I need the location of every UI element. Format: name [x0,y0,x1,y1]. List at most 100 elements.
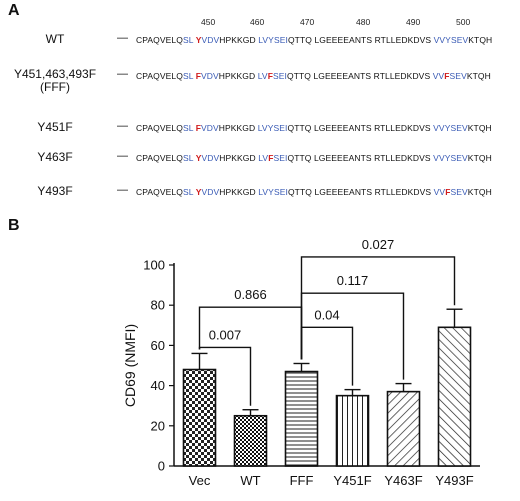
sequence-residues: CPAQVELQ [136,71,183,81]
construct-name: WT [45,32,65,46]
mutated-residue: F [445,187,451,197]
sequence-residues: HPKKGD [218,123,258,133]
panel-a-label: A [8,2,20,19]
ruler-tick-label: 500 [456,17,471,27]
construct-name: Y493F [37,184,73,198]
motif-residues: VV [432,71,445,81]
mutated-residue: F [268,153,274,163]
cd69-bar-chart: 0 20 40 60 80 100 CD69 (NMFI) Vec WT FFF Y451F Y463… [122,237,480,488]
y-tick-label: 60 [151,338,165,353]
mutated-residue: F [195,123,201,133]
sequence-line: CPAQVELQSL FVDVHPKKGD LVYSEIQTTQ LGEEEEA… [136,123,492,133]
x-tick-label: WT [240,473,260,488]
bar-fff [284,370,319,467]
sequence-leader-dash: — [117,32,129,44]
sequence-line: CPAQVELQSL FVDVHPKKGD LVFSEIQTTQ LGEEEEA… [136,71,491,81]
sequence-leader-dash: — [117,120,129,132]
sequence-line: CPAQVELQSL YVDVHPKKGD LVYSEIQTTQ LGEEEEA… [136,187,492,197]
motif-residues: SL [182,71,196,81]
motif-residues: VVYSEV [433,153,468,163]
sequence-residues: HPKKGD [219,35,259,45]
x-tick-label: Y493F [435,473,473,488]
mutated-residue: F [267,71,273,81]
mutated-residue: Y [195,187,202,197]
sequence-residues: KTQH [467,123,492,133]
sequence-residues: QTTQ LGEEEEANTS RTLLEDKDVS [287,187,434,197]
construct-label: Y463F [0,151,110,164]
y-tick-label: 20 [151,418,165,433]
x-tick-label: FFF [290,473,314,488]
motif-residues: VVYSEV [433,35,469,45]
sequence-residues: QTTQ LGEEEEANTS RTLLEDKDVS [287,123,434,133]
ruler-tick-label: 470 [300,17,315,27]
x-tick-label: Y451F [333,473,371,488]
p-value-label: 0.117 [337,273,369,288]
mutated-residue: Y [195,153,202,163]
sequence-residues: KTQH [466,71,491,81]
construct-alias: (FFF) [40,80,70,94]
bar-wt [233,414,268,467]
sequence-residues: KTQH [467,153,492,163]
construct-name: Y451,463,493F [13,67,97,81]
sequence-residues: CPAQVELQ [136,35,183,45]
construct-label: Y451,463,493F (FFF) [0,68,110,94]
motif-residues: SL [182,123,196,133]
motif-residues: VDV [201,35,220,45]
y-tick-label: 40 [151,378,165,393]
sequence-line: CPAQVELQSL YVDVHPKKGD LVYSEIQTTQ LGEEEEA… [136,35,492,45]
motif-residues: LV [258,153,269,163]
motif-residues: SEV [450,187,468,197]
p-value-label: 0.007 [209,327,242,342]
significance-bracket [300,256,456,360]
motif-residues: VDV [201,187,220,197]
sequence-residues: CPAQVELQ [136,187,183,197]
motif-residues: SL [182,153,196,163]
construct-label: Y493F [0,185,110,198]
motif-residues: SL [182,187,196,197]
motif-residues: SEV [449,71,467,81]
motif-residues: VDV [200,123,219,133]
motif-residues: LVYSEI [257,123,288,133]
y-tick-label: 80 [151,298,165,313]
motif-residues: SEI [273,153,288,163]
y-tick-label: 100 [143,258,165,273]
y-tick-label: 0 [158,459,165,474]
sequence-residues: HPKKGD [219,153,259,163]
sequence-residues: HPKKGD [218,71,258,81]
motif-residues: LV [257,71,268,81]
bar-y493f [437,326,472,467]
p-value-label: 0.866 [234,287,267,302]
sequence-residues: QTTQ LGEEEEANTS RTLLEDKDVS [287,35,434,45]
p-value-label: 0.04 [314,307,339,322]
p-value-label: 0.027 [362,237,395,252]
x-tick-label: Y463F [384,473,422,488]
sequence-residues: CPAQVELQ [136,153,183,163]
sequence-residues: KTQH [467,187,492,197]
motif-residues: VVYSEV [433,123,468,133]
mutated-residue: Y [195,35,202,45]
panel-b-label: B [8,217,20,234]
sequence-residues: QTTQ LGEEEEANTS RTLLEDKDVS [287,71,433,81]
sequence-residues: HPKKGD [219,187,259,197]
ruler-tick-label: 460 [250,17,265,27]
bar-vec [182,368,217,467]
motif-residues: LVYSEI [258,35,288,45]
motif-residues: SL [182,35,196,45]
motif-residues: LVYSEI [258,187,288,197]
construct-label: Y451F [0,121,110,134]
mutated-residue: F [444,71,450,81]
motif-residues: VV [433,187,446,197]
mutated-residue: F [195,71,201,81]
sequence-line: CPAQVELQSL YVDVHPKKGD LVFSEIQTTQ LGEEEEA… [136,153,492,163]
sequence-residues: QTTQ LGEEEEANTS RTLLEDKDVS [287,153,434,163]
motif-residues: VDV [200,71,219,81]
ruler-tick-label: 480 [356,17,371,27]
construct-name: Y463F [37,150,73,164]
ruler-tick-label: 450 [201,17,216,27]
ruler-tick-label: 490 [406,17,421,27]
sequence-leader-dash: — [117,184,129,196]
sequence-leader-dash: — [117,68,129,80]
sequence-leader-dash: — [117,150,129,162]
motif-residues: VDV [201,153,220,163]
y-axis-label: CD69 (NMFI) [122,324,138,407]
